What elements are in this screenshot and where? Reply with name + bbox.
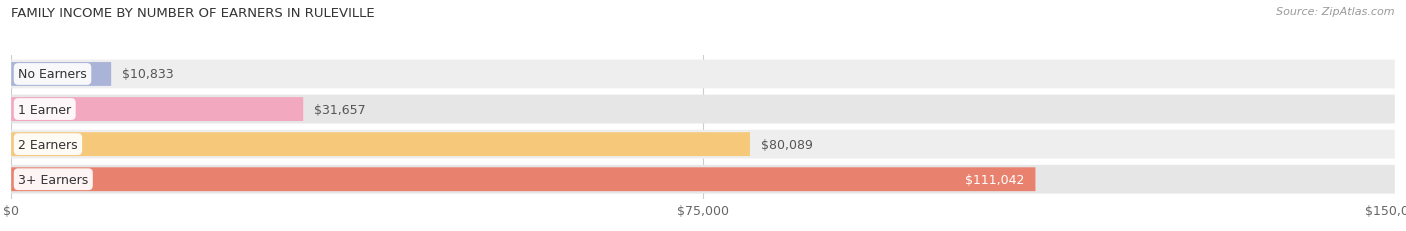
FancyBboxPatch shape [11,98,304,122]
FancyBboxPatch shape [11,95,1395,124]
Text: Source: ZipAtlas.com: Source: ZipAtlas.com [1277,7,1395,17]
Text: 1 Earner: 1 Earner [18,103,72,116]
Text: $80,089: $80,089 [761,138,813,151]
FancyBboxPatch shape [11,63,111,87]
Text: No Earners: No Earners [18,68,87,81]
FancyBboxPatch shape [11,60,1395,89]
FancyBboxPatch shape [11,167,1035,191]
FancyBboxPatch shape [11,133,749,156]
Text: $10,833: $10,833 [122,68,174,81]
FancyBboxPatch shape [11,130,1395,159]
Text: $111,042: $111,042 [965,173,1025,186]
Text: FAMILY INCOME BY NUMBER OF EARNERS IN RULEVILLE: FAMILY INCOME BY NUMBER OF EARNERS IN RU… [11,7,375,20]
Text: 2 Earners: 2 Earners [18,138,77,151]
Text: $31,657: $31,657 [315,103,366,116]
Text: 3+ Earners: 3+ Earners [18,173,89,186]
FancyBboxPatch shape [11,165,1395,194]
